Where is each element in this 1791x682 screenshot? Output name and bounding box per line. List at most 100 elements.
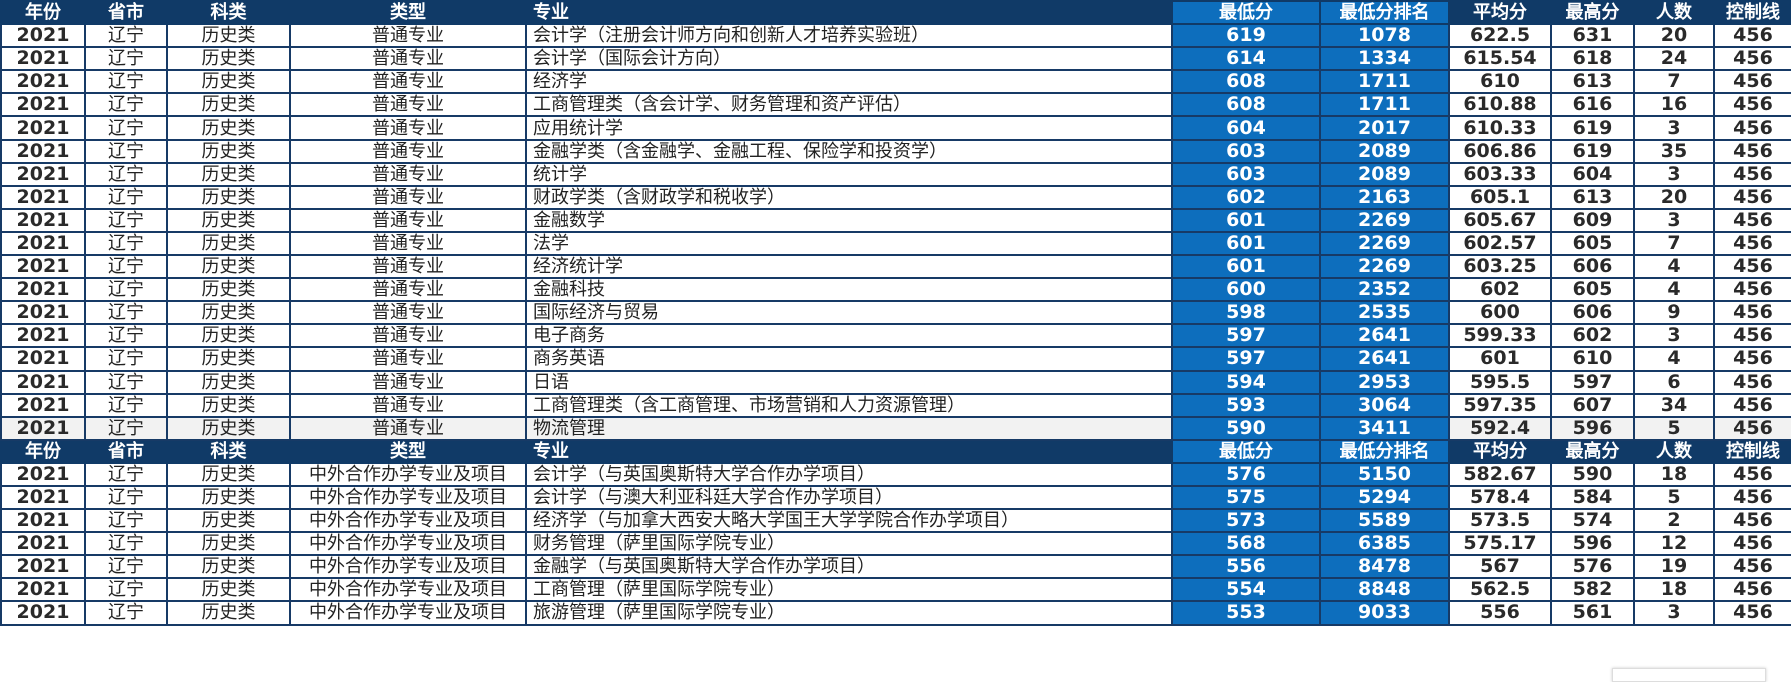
- cell-major: 统计学: [525, 161, 1173, 187]
- table-row: 2021 辽宁 历史类 普通专业 商务英语 597 2641 601 610 4 456: [0, 346, 1791, 372]
- cell-min-score-rank: 2535: [1319, 300, 1450, 326]
- cell-program-type: 普通专业: [289, 161, 527, 187]
- column-header-program-type: 类型: [289, 438, 527, 464]
- table-row: 2021 辽宁 历史类 普通专业 统计学 603 2089 603.33 604 3 456: [0, 161, 1791, 187]
- cell-subject-type: 历史类: [166, 508, 291, 534]
- table-row: 2021 辽宁 历史类 普通专业 财政学类（含财政学和税收学） 602 2163 605.1 6…: [0, 184, 1791, 210]
- cell-subject-type: 历史类: [166, 392, 291, 418]
- table-row: 2021 辽宁 历史类 普通专业 电子商务 597 2641 599.33 602 3 456: [0, 323, 1791, 349]
- cell-major: 经济学: [525, 69, 1173, 95]
- cell-major: 金融学（与英国奥斯特大学合作办学项目）: [525, 554, 1173, 580]
- cell-max-score: 613: [1550, 69, 1635, 95]
- cell-min-score: 602: [1171, 184, 1321, 210]
- cell-count: 16: [1633, 92, 1715, 118]
- cell-program-type: 普通专业: [289, 115, 527, 141]
- cell-max-score: 618: [1550, 46, 1635, 72]
- cell-major: 工商管理（萨里国际学院专业）: [525, 577, 1173, 603]
- cell-min-score-rank: 5150: [1319, 461, 1450, 487]
- table-row: 2021 辽宁 历史类 普通专业 经济统计学 601 2269 603.25 606 4 456: [0, 254, 1791, 280]
- cell-major: 金融科技: [525, 277, 1173, 303]
- cell-major: 经济统计学: [525, 254, 1173, 280]
- cell-avg-score: 578.4: [1448, 484, 1552, 511]
- cell-major: 日语: [525, 369, 1173, 395]
- cell-max-score: 606: [1550, 254, 1635, 280]
- cell-subject-type: 历史类: [166, 346, 291, 372]
- cell-subject-type: 历史类: [166, 600, 291, 626]
- column-header-count: 人数: [1633, 0, 1715, 26]
- table-row: 2021 辽宁 历史类 普通专业 法学 601 2269 602.57 605 7 456: [0, 230, 1791, 257]
- cell-program-type: 普通专业: [289, 346, 527, 372]
- cell-year: 2021: [0, 277, 86, 303]
- cell-avg-score: 599.33: [1448, 323, 1552, 349]
- cell-year: 2021: [0, 508, 86, 534]
- cell-min-score: 603: [1171, 138, 1321, 164]
- table-row: 2021 辽宁 历史类 中外合作办学专业及项目 会计学（与澳大利亚科廷大学合作办学项目）…: [0, 484, 1791, 511]
- cell-province: 辽宁: [84, 46, 168, 72]
- cell-major: 物流管理: [525, 415, 1173, 441]
- cell-control-line: 456: [1713, 554, 1791, 580]
- cell-major: 工商管理类（含会计学、财务管理和资产评估）: [525, 92, 1173, 118]
- cell-count: 3: [1633, 600, 1715, 626]
- table-row: 2021 辽宁 历史类 普通专业 金融数学 601 2269 605.67 609 3 456: [0, 207, 1791, 233]
- cell-min-score-rank: 3411: [1319, 415, 1450, 441]
- cell-count: 20: [1633, 184, 1715, 210]
- cell-program-type: 普通专业: [289, 254, 527, 280]
- column-header-year: 年份: [0, 438, 86, 464]
- cell-count: 7: [1633, 69, 1715, 95]
- cell-avg-score: 601: [1448, 346, 1552, 372]
- table-row: 2021 辽宁 历史类 中外合作办学专业及项目 旅游管理（萨里国际学院专业） 553 903…: [0, 600, 1791, 626]
- cell-count: 35: [1633, 138, 1715, 164]
- cell-control-line: 456: [1713, 92, 1791, 118]
- cell-province: 辽宁: [84, 415, 168, 441]
- cell-min-score-rank: 5589: [1319, 508, 1450, 534]
- cell-control-line: 456: [1713, 69, 1791, 95]
- cell-province: 辽宁: [84, 346, 168, 372]
- cell-control-line: 456: [1713, 508, 1791, 534]
- cell-avg-score: 610.33: [1448, 115, 1552, 141]
- table-row: 2021 辽宁 历史类 普通专业 工商管理类（含会计学、财务管理和资产评估） 608 171…: [0, 92, 1791, 118]
- cell-min-score: 576: [1171, 461, 1321, 487]
- cell-min-score: 597: [1171, 323, 1321, 349]
- cell-count: 24: [1633, 46, 1715, 72]
- cell-count: 18: [1633, 577, 1715, 603]
- cell-major: 金融数学: [525, 207, 1173, 233]
- cell-count: 4: [1633, 346, 1715, 372]
- column-header-avg-score: 平均分: [1448, 438, 1552, 464]
- cell-subject-type: 历史类: [166, 46, 291, 72]
- cell-program-type: 普通专业: [289, 138, 527, 164]
- cell-count: 18: [1633, 461, 1715, 487]
- table-row: 2021 辽宁 历史类 普通专业 应用统计学 604 2017 610.33 619 3 456: [0, 115, 1791, 141]
- cell-control-line: 456: [1713, 230, 1791, 257]
- cell-program-type: 普通专业: [289, 69, 527, 95]
- cell-count: 9: [1633, 300, 1715, 326]
- cell-control-line: 456: [1713, 300, 1791, 326]
- column-header-province: 省市: [84, 0, 168, 26]
- cell-year: 2021: [0, 230, 86, 257]
- cell-program-type: 中外合作办学专业及项目: [289, 484, 527, 511]
- cell-major: 会计学（注册会计师方向和创新人才培养实验班）: [525, 23, 1173, 49]
- cell-program-type: 中外合作办学专业及项目: [289, 554, 527, 580]
- cell-province: 辽宁: [84, 392, 168, 418]
- cell-major: 金融学类（含金融学、金融工程、保险学和投资学）: [525, 138, 1173, 164]
- cell-avg-score: 606.86: [1448, 138, 1552, 164]
- cell-count: 19: [1633, 554, 1715, 580]
- cell-min-score: 568: [1171, 531, 1321, 557]
- cell-min-score-rank: 8478: [1319, 554, 1450, 580]
- cell-max-score: 616: [1550, 92, 1635, 118]
- column-header-avg-score: 平均分: [1448, 0, 1552, 26]
- cell-province: 辽宁: [84, 369, 168, 395]
- cell-avg-score: 595.5: [1448, 369, 1552, 395]
- cell-program-type: 普通专业: [289, 207, 527, 233]
- column-header-max-score: 最高分: [1550, 438, 1635, 464]
- cell-program-type: 普通专业: [289, 92, 527, 118]
- cell-min-score: 594: [1171, 369, 1321, 395]
- cell-avg-score: 600: [1448, 300, 1552, 326]
- table-row: 2021 辽宁 历史类 中外合作办学专业及项目 工商管理（萨里国际学院专业） 554 884…: [0, 577, 1791, 603]
- cell-min-score: 608: [1171, 92, 1321, 118]
- cell-count: 4: [1633, 254, 1715, 280]
- cell-major: 商务英语: [525, 346, 1173, 372]
- cell-control-line: 456: [1713, 369, 1791, 395]
- cell-program-type: 中外合作办学专业及项目: [289, 461, 527, 487]
- cell-province: 辽宁: [84, 92, 168, 118]
- cell-control-line: 456: [1713, 577, 1791, 603]
